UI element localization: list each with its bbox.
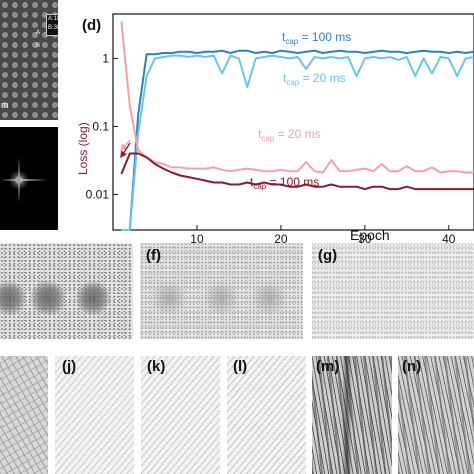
panel-f-image bbox=[140, 243, 303, 339]
x-tick-label: 20 bbox=[274, 232, 288, 244]
sem-marker-a: A bbox=[36, 30, 41, 36]
panel-label-l: (l) bbox=[233, 358, 248, 375]
series-line-tcap-20ms-upper bbox=[121, 54, 474, 231]
blob-f-3 bbox=[250, 281, 288, 315]
panel-j-image bbox=[55, 356, 134, 474]
panel-label-d: (d) bbox=[82, 17, 101, 34]
panel-l-image bbox=[227, 356, 306, 474]
x-tick-label: 30 bbox=[358, 232, 372, 244]
fft-vertical-streak bbox=[18, 157, 20, 203]
y-ticks: 1 0.1 0.01 bbox=[86, 51, 118, 201]
panel-label-j: (j) bbox=[62, 358, 77, 375]
sem-scale-text: m bbox=[1, 100, 9, 110]
panel-label-g: (g) bbox=[318, 247, 338, 264]
annotation-t100-bottom: tcap = 100 ms bbox=[250, 175, 319, 191]
sem-readout-a: A:189.9n bbox=[48, 16, 58, 22]
panel-k-image bbox=[141, 356, 220, 474]
series-line-tcap-20ms-lower bbox=[120, 21, 474, 174]
annotation-t100-top: tcap = 100 ms bbox=[282, 30, 351, 46]
blob-2 bbox=[30, 281, 66, 315]
arrow-dark-red bbox=[120, 142, 131, 159]
panel-j-texture bbox=[55, 356, 134, 474]
blob-1 bbox=[0, 281, 26, 315]
panel-m-dark-band bbox=[342, 356, 352, 474]
panel-label-k: (k) bbox=[147, 358, 166, 375]
series-group bbox=[120, 21, 474, 231]
x-ticks: 10 20 30 40 bbox=[190, 225, 456, 244]
panel-m-texture bbox=[312, 356, 392, 474]
y-axis-label: Loss (log) bbox=[76, 122, 90, 175]
sem-readout-box: A:189.9n B:301.5n bbox=[46, 14, 58, 36]
panel-label-n: (n) bbox=[402, 358, 422, 375]
panel-g-image bbox=[312, 243, 474, 339]
y-tick-label: 1 bbox=[102, 51, 109, 65]
loss-chart: (d) Loss (log) Epoch 1 0.1 0.01 10 20 30 40 t… bbox=[76, 13, 474, 244]
sem-readout-b: B:301.5n bbox=[48, 25, 58, 31]
blob-f-2 bbox=[202, 281, 240, 315]
annotation-t20-top: tcap = 20 ms bbox=[283, 71, 346, 87]
sem-image: A:189.9n B:301.5n A B m bbox=[0, 0, 58, 120]
x-tick-label: 40 bbox=[442, 232, 456, 244]
annotation-t20-bottom: tcap = 20 ms bbox=[258, 127, 321, 143]
series-line-tcap-100ms-upper bbox=[121, 49, 474, 231]
arrow-pink bbox=[120, 139, 131, 152]
y-tick-label: 0.01 bbox=[86, 187, 110, 201]
panel-i-texture bbox=[0, 356, 48, 474]
fft-image bbox=[0, 127, 58, 230]
series-line-tcap-100ms-lower bbox=[120, 152, 474, 191]
y-tick-label: 0.1 bbox=[92, 119, 109, 133]
panel-n-image bbox=[398, 356, 474, 474]
panel-label-m: (m) bbox=[316, 358, 340, 375]
panel-m-image bbox=[312, 356, 392, 474]
panel-k-texture bbox=[141, 356, 220, 474]
panel-l-texture bbox=[227, 356, 306, 474]
panel-g-noise bbox=[312, 243, 474, 339]
sem-marker-b: B bbox=[36, 43, 41, 49]
panel-label-f: (f) bbox=[146, 247, 161, 264]
panel-e-image bbox=[0, 243, 133, 339]
panel-n-texture bbox=[398, 356, 474, 474]
plot-frame bbox=[112, 13, 474, 231]
panel-i-image bbox=[0, 356, 48, 474]
blob-3 bbox=[76, 281, 110, 315]
x-axis-label: Epoch bbox=[350, 227, 390, 243]
blob-f-1 bbox=[150, 281, 188, 315]
x-tick-label: 10 bbox=[190, 232, 204, 244]
fft-horizontal-streak bbox=[0, 179, 48, 181]
